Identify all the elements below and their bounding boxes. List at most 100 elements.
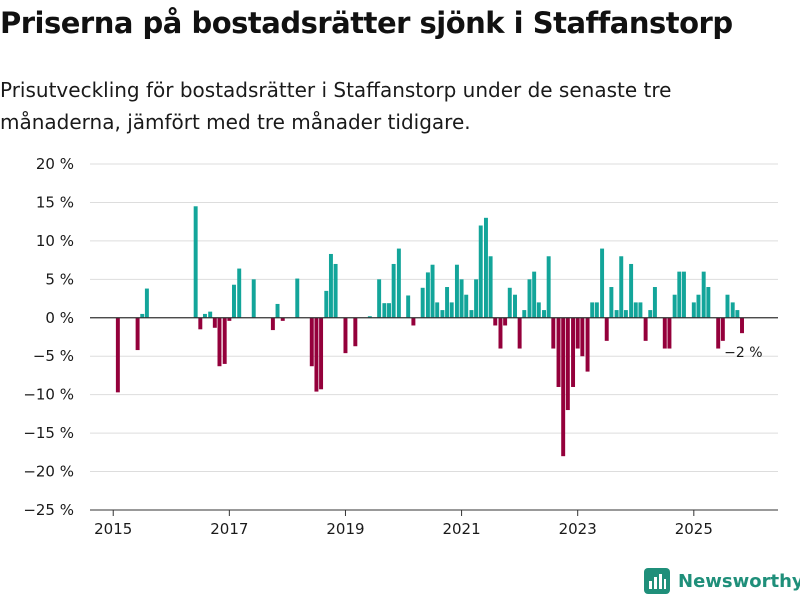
bar-positive [681,271,686,318]
bar-positive [445,287,450,318]
y-tick-label: 10 % [36,232,74,250]
bar-positive [474,279,479,318]
bar-negative [212,317,217,328]
newsworthy-logo-text: Newsworthy [678,570,800,592]
bar-negative [575,317,580,349]
bar-positive [546,256,551,318]
bar-positive [614,310,619,318]
bar-positive [532,271,537,318]
bar-negative [643,317,648,341]
bar-positive [478,225,483,318]
bar-negative [498,317,503,349]
bar-negative [280,317,285,321]
bar-positive [324,290,329,318]
bar-negative [556,317,561,387]
y-tick-label: 20 % [36,155,74,173]
bar-positive [377,279,382,318]
x-tick-label: 2021 [442,520,480,538]
bar-negative [561,317,566,457]
bar-negative [227,317,232,321]
bar-negative [319,317,324,390]
bar-positive [387,303,391,318]
annotation-layer: −2 % [724,345,762,361]
bar-positive [725,294,730,318]
bar-negative [517,317,522,349]
bar-positive [677,271,682,318]
bar-positive [527,279,532,318]
x-tick-label: 2023 [559,520,597,538]
bar-positive [609,287,614,318]
bar-negative [565,317,570,411]
bar-positive [735,310,740,318]
bar-negative [580,317,585,357]
bar-negative [135,317,140,351]
bar-negative [716,317,721,349]
bar-positive [629,263,634,318]
bar-positive [454,264,459,318]
bar-positive [449,302,454,318]
bar-negative [585,317,590,372]
latest-value-annotation: −2 % [724,345,762,361]
y-tick-label: −15 % [23,424,74,442]
bar-positive [701,271,706,318]
bar-positive [333,263,338,318]
bar-positive [232,284,236,318]
bar-positive [328,253,333,318]
bar-negative [551,317,556,349]
x-tick-label: 2017 [210,520,248,538]
bar-negative [353,317,358,347]
bar-negative [493,317,498,326]
bar-positive [633,302,638,318]
chart-subtitle: Prisutveckling för bostadsrätter i Staff… [0,78,672,134]
bar-positive [391,263,396,318]
x-tick-label: 2019 [326,520,364,538]
bar-positive [600,248,605,318]
y-tick-label: −20 % [23,463,74,481]
y-tick-label: −5 % [33,347,74,365]
bar-positive [706,287,711,318]
bar-positive [542,310,546,318]
bar-negative [720,317,725,341]
bar-negative [604,317,609,341]
bar-positive [202,313,207,318]
bar-negative [571,317,576,387]
bar-positive [623,310,628,318]
bar-positive [638,302,643,318]
bar-positive [140,313,145,318]
y-axis-labels: 20 % 15 % 10 % 5 % 0 % −5 % −10 % −15 % −20 % −25… [23,155,74,519]
bar-positive [469,310,474,318]
bar-negative [343,317,348,354]
bar-negative [198,317,203,330]
x-axis: 2015 2017 2019 2021 2023 2025 [90,509,778,538]
bar-positive [193,206,198,318]
bar-positive [382,303,387,318]
newsworthy-logo-icon [644,568,670,594]
y-tick-label: 5 % [45,270,74,288]
bar-positive [730,302,735,318]
y-tick-label: 15 % [36,193,74,211]
bar-positive [464,294,469,318]
bar-positive [648,310,653,318]
bar-negative [309,317,314,367]
bar-negative [662,317,667,349]
bar-positive [536,302,541,318]
bar-positive [590,302,595,318]
grid-layer [90,163,778,511]
x-tick-label: 2015 [94,520,132,538]
bar-negative [667,317,672,349]
y-tick-label: −25 % [23,501,74,519]
bar-positive [367,316,372,318]
bar-positive [251,279,256,318]
bars [115,206,744,457]
bar-positive [144,288,149,318]
bar-positive [488,256,493,318]
bar-positive [619,256,624,318]
bar-positive [483,217,488,318]
bar-positive [435,302,440,318]
bar-negative [314,317,319,392]
bar-negative [740,317,744,334]
bar-positive [459,279,464,318]
bar-chart: 20 % 15 % 10 % 5 % 0 % −5 % −10 % −15 % −20 % −25… [23,155,778,538]
bar-positive [691,302,696,318]
bar-positive [275,303,280,318]
